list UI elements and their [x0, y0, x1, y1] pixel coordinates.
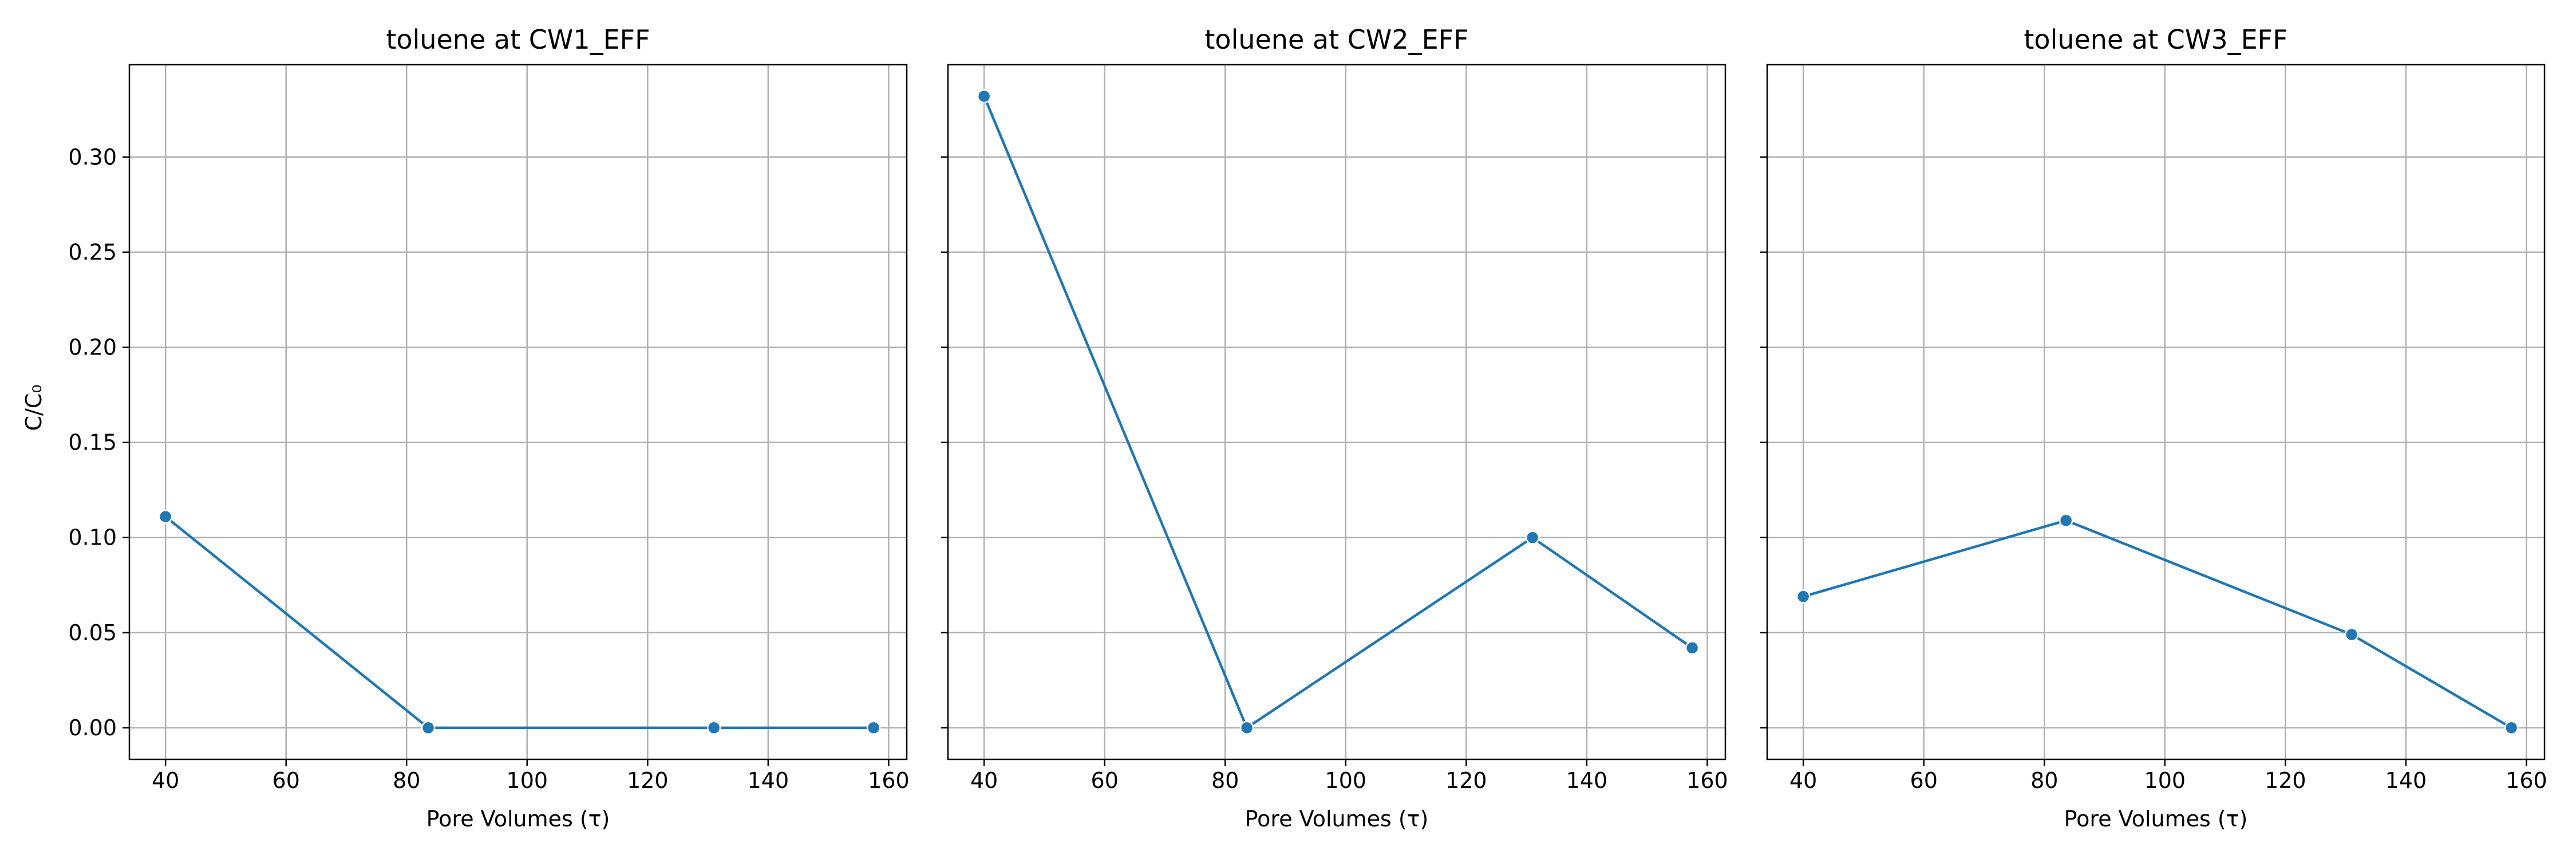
axes-frame — [947, 64, 1726, 761]
data-point — [421, 720, 436, 735]
x-tick-label: 160 — [1686, 768, 1728, 793]
data-point — [158, 509, 173, 524]
y-tick-label: 0.05 — [68, 620, 117, 645]
data-point — [1685, 641, 1700, 655]
x-tick-label: 40 — [970, 768, 998, 793]
data-point — [1525, 530, 1540, 545]
subplot-title: toluene at CW1_EFF — [386, 24, 650, 55]
y-tick-label: 0.15 — [68, 430, 117, 455]
series-line — [1803, 519, 2512, 729]
x-tick-label: 60 — [1091, 768, 1119, 793]
y-tick-label: 0.10 — [68, 525, 117, 550]
data-point — [866, 720, 881, 735]
x-tick-label: 100 — [1325, 768, 1367, 793]
x-tick-label: 60 — [272, 768, 300, 793]
x-tick-label: 160 — [868, 768, 910, 793]
x-tick-label: 80 — [2030, 768, 2058, 793]
x-tick-label: 160 — [2506, 768, 2547, 793]
data-point — [2504, 720, 2519, 735]
x-tick-label: 60 — [1910, 768, 1938, 793]
x-axis-label: Pore Volumes (τ) — [1245, 806, 1429, 832]
y-tick-label: 0.00 — [68, 715, 117, 740]
x-tick-label: 140 — [1566, 768, 1608, 793]
axes-frame — [1766, 64, 2546, 761]
y-tick-label: 0.20 — [68, 335, 117, 360]
plot-layer: 40 60 80 100 120 140 160 0.00 0.05 0.10 0.15 0.20 0.… — [68, 64, 910, 793]
plot-layer: 40 60 80 100 120 140 160 — [941, 64, 1728, 793]
x-tick-label: 100 — [2144, 768, 2186, 793]
x-tick-label: 120 — [2265, 768, 2306, 793]
y-tick-label: 0.30 — [68, 144, 117, 170]
x-tick-label: 100 — [507, 768, 548, 793]
data-point — [1239, 720, 1254, 735]
subplot-cw3: 40 60 80 100 120 140 160 toluene at CW3_EFF Po… — [1760, 24, 2547, 832]
data-point — [2059, 513, 2073, 528]
x-axis-label: Pore Volumes (τ) — [2064, 806, 2248, 832]
x-tick-label: 120 — [627, 768, 669, 793]
plot-layer: 40 60 80 100 120 140 160 — [1760, 64, 2547, 793]
data-point — [2344, 627, 2359, 642]
x-tick-label: 120 — [1445, 768, 1487, 793]
x-tick-label: 80 — [1211, 768, 1239, 793]
data-point — [977, 89, 991, 104]
x-tick-label: 140 — [748, 768, 789, 793]
subplot-cw1: 40 60 80 100 120 140 160 0.00 0.05 0.10 0.15 0.20 0.… — [21, 24, 910, 832]
y-axis-label: C/C₀ — [21, 384, 46, 431]
subplot-title: toluene at CW2_EFF — [1204, 24, 1468, 55]
x-axis-label: Pore Volumes (τ) — [426, 806, 610, 832]
axes-frame — [128, 64, 908, 761]
x-tick-label: 140 — [2385, 768, 2427, 793]
series-line — [164, 515, 874, 730]
data-point — [706, 720, 721, 735]
x-tick-label: 40 — [152, 768, 179, 793]
data-point — [1796, 589, 1811, 604]
subplot-cw2: 40 60 80 100 120 140 160 toluene at CW2_EFF Po… — [941, 24, 1728, 832]
subplot-title: toluene at CW3_EFF — [2024, 24, 2287, 55]
y-tick-label: 0.25 — [68, 239, 117, 265]
series-line — [983, 96, 1693, 730]
x-tick-label: 40 — [1789, 768, 1817, 793]
x-tick-label: 80 — [393, 768, 420, 793]
